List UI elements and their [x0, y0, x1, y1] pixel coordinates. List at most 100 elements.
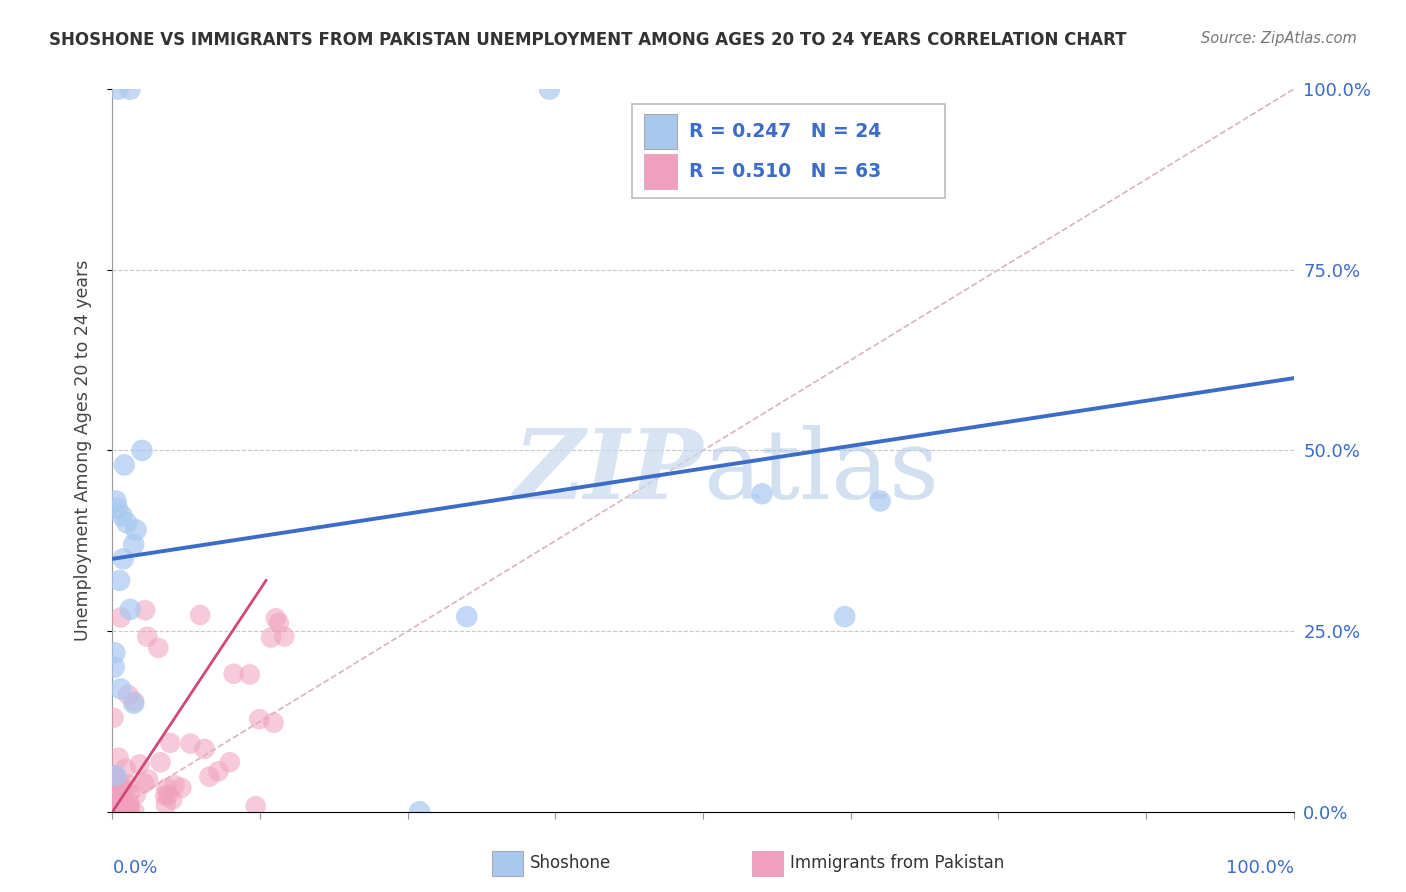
Point: [131, 443, 153, 458]
Text: Immigrants from Pakistan: Immigrants from Pakistan: [790, 855, 1004, 872]
Point: [114, 762, 136, 776]
Text: Source: ZipAtlas.com: Source: ZipAtlas.com: [1201, 31, 1357, 46]
Point: [456, 609, 478, 624]
Point: [104, 803, 127, 817]
Point: [118, 800, 141, 814]
Point: [125, 788, 148, 802]
Point: [112, 458, 135, 472]
Point: [408, 805, 430, 819]
Y-axis label: Unemployment Among Ages 20 to 24 years: Unemployment Among Ages 20 to 24 years: [73, 260, 91, 641]
Point: [118, 803, 141, 817]
Point: [117, 688, 139, 702]
Point: [179, 737, 201, 751]
Point: [118, 797, 141, 812]
Point: [105, 494, 128, 508]
Point: [260, 631, 283, 645]
Point: [120, 602, 142, 616]
Point: [263, 715, 285, 730]
Point: [218, 755, 240, 769]
Point: [156, 788, 179, 802]
Point: [105, 790, 128, 805]
FancyBboxPatch shape: [644, 154, 678, 189]
FancyBboxPatch shape: [633, 103, 945, 198]
Point: [239, 667, 262, 681]
Point: [267, 615, 290, 630]
Point: [111, 783, 134, 797]
Point: [108, 802, 131, 816]
Point: [107, 796, 129, 810]
Point: [103, 773, 125, 788]
Point: [245, 799, 267, 814]
FancyBboxPatch shape: [644, 114, 678, 149]
Point: [105, 795, 128, 809]
Point: [160, 792, 183, 806]
Point: [538, 82, 561, 96]
Point: [103, 789, 125, 804]
Point: [751, 487, 773, 501]
Point: [148, 640, 170, 655]
Text: SHOSHONE VS IMMIGRANTS FROM PAKISTAN UNEMPLOYMENT AMONG AGES 20 TO 24 YEARS CORR: SHOSHONE VS IMMIGRANTS FROM PAKISTAN UNE…: [49, 31, 1126, 49]
Point: [104, 772, 127, 787]
Point: [155, 797, 177, 812]
Text: R = 0.247   N = 24: R = 0.247 N = 24: [689, 122, 882, 141]
Point: [128, 757, 150, 772]
Point: [124, 805, 146, 819]
Point: [273, 630, 295, 644]
Point: [136, 772, 159, 787]
Point: [207, 764, 229, 779]
Point: [112, 551, 135, 566]
Point: [122, 696, 145, 710]
Point: [188, 607, 211, 622]
Point: [194, 742, 217, 756]
Point: [136, 630, 159, 644]
Point: [869, 494, 891, 508]
Point: [149, 756, 172, 770]
Point: [247, 712, 270, 726]
Point: [834, 609, 856, 624]
Point: [153, 789, 176, 803]
Point: [118, 801, 141, 815]
Point: [104, 646, 127, 660]
Point: [107, 796, 129, 810]
Point: [110, 795, 132, 809]
Text: atlas: atlas: [703, 425, 939, 519]
Point: [104, 770, 127, 784]
Point: [264, 611, 287, 625]
Point: [159, 736, 181, 750]
Point: [107, 750, 129, 764]
Text: Shoshone: Shoshone: [530, 855, 612, 872]
Text: 0.0%: 0.0%: [112, 859, 157, 877]
Point: [101, 768, 124, 782]
Point: [105, 772, 128, 787]
Point: [115, 516, 138, 530]
Point: [122, 694, 145, 708]
Point: [118, 787, 141, 801]
Point: [108, 574, 131, 588]
Point: [198, 770, 221, 784]
Point: [112, 782, 135, 797]
Point: [114, 802, 136, 816]
Text: R = 0.510   N = 63: R = 0.510 N = 63: [689, 162, 882, 181]
Point: [155, 781, 177, 796]
Point: [222, 666, 245, 681]
Point: [103, 711, 125, 725]
Point: [120, 82, 142, 96]
Point: [111, 508, 134, 523]
Point: [125, 523, 148, 537]
Point: [107, 82, 129, 96]
Point: [134, 776, 156, 790]
Point: [163, 778, 186, 792]
Point: [110, 776, 132, 790]
Point: [110, 610, 132, 624]
Point: [105, 501, 128, 516]
Text: 100.0%: 100.0%: [1226, 859, 1294, 877]
Text: ZIP: ZIP: [513, 425, 703, 519]
Point: [134, 603, 156, 617]
Point: [104, 797, 127, 811]
Point: [105, 769, 128, 783]
Point: [110, 681, 132, 696]
Point: [117, 778, 139, 792]
Point: [105, 803, 128, 817]
Point: [122, 537, 145, 551]
Point: [103, 660, 125, 674]
